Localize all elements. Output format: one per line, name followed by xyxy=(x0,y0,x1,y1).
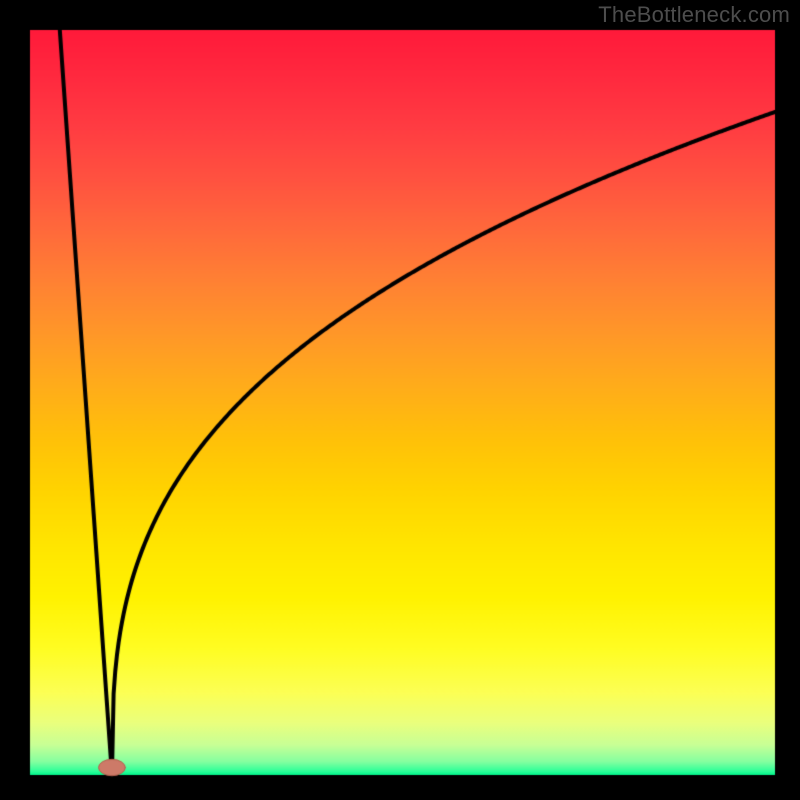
watermark-text: TheBottleneck.com xyxy=(598,2,790,28)
bottleneck-chart-canvas xyxy=(0,0,800,800)
chart-container: TheBottleneck.com xyxy=(0,0,800,800)
